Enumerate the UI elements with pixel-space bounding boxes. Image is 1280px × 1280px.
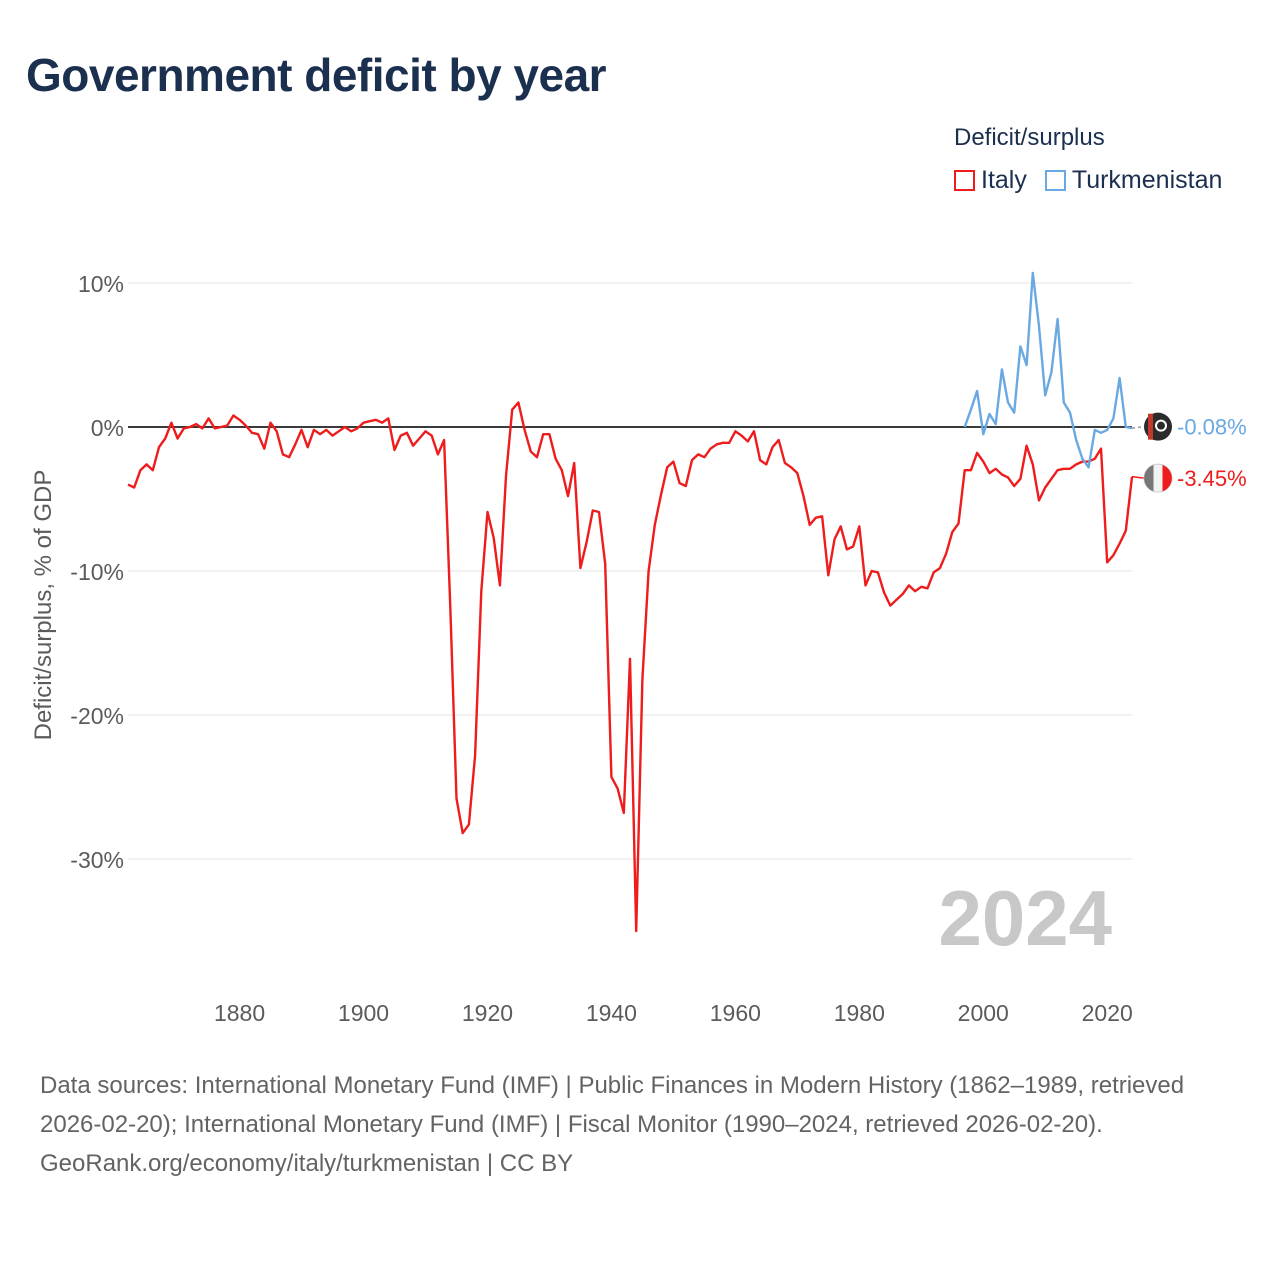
x-tick-label: 2020 [1082,1000,1133,1026]
connector-italy [1131,475,1145,479]
end-value-label-turkmenistan: -0.08% [1177,415,1247,440]
y-tick-label: -30% [70,847,124,873]
end-value-label-italy: -3.45% [1177,466,1247,491]
y-tick-label: 10% [78,271,124,297]
data-sources: Data sources: International Monetary Fun… [40,1072,1185,1138]
legend-item-italy[interactable]: Italy [954,166,1027,195]
legend-title: Deficit/surplus [954,124,1105,151]
y-tick-label: 0% [91,415,124,441]
y-axis-title: Deficit/surplus, % of GDP [30,470,57,741]
x-tick-label: 1880 [214,1000,265,1026]
chart-title: Government deficit by year [26,49,607,101]
x-tick-label: 1940 [586,1000,637,1026]
legend-item-turkmenistan[interactable]: Turkmenistan [1044,166,1223,195]
legend: Italy Turkmenistan [954,166,1222,195]
flag-stripe-turkmenistan [1148,413,1153,440]
year-watermark: 2024 [938,874,1112,962]
series-line-turkmenistan [963,271,1133,469]
flag-crescent-turkmenistan [1155,419,1167,432]
flag-band-left-italy [1144,464,1154,492]
flag-band-right-italy [1162,464,1172,492]
connector-turkmenistan [1131,425,1145,429]
line-chart: 10% 0% -10% -20% -30% 1880 1900 1920 1940 1960 198… [30,271,1247,1026]
x-tick-label: 1960 [710,1000,761,1026]
x-tick-label: 1920 [462,1000,513,1026]
series-line-italy [127,401,1134,933]
legend-label-turkmenistan: Turkmenistan [1071,166,1223,194]
x-tick-label: 1980 [834,1000,885,1026]
legend-label-italy: Italy [981,166,1027,194]
x-tick-label: 2000 [958,1000,1009,1026]
legend-swatch-turkmenistan [1044,170,1066,191]
y-tick-label: -10% [70,559,124,585]
credit-link[interactable]: GeoRank.org/economy/italy/turkmenistan |… [40,1150,574,1177]
footer: Data sources: International Monetary Fun… [40,1066,1240,1183]
legend-swatch-italy [954,170,975,191]
x-tick-label: 1900 [338,1000,389,1026]
y-tick-label: -20% [70,703,124,729]
